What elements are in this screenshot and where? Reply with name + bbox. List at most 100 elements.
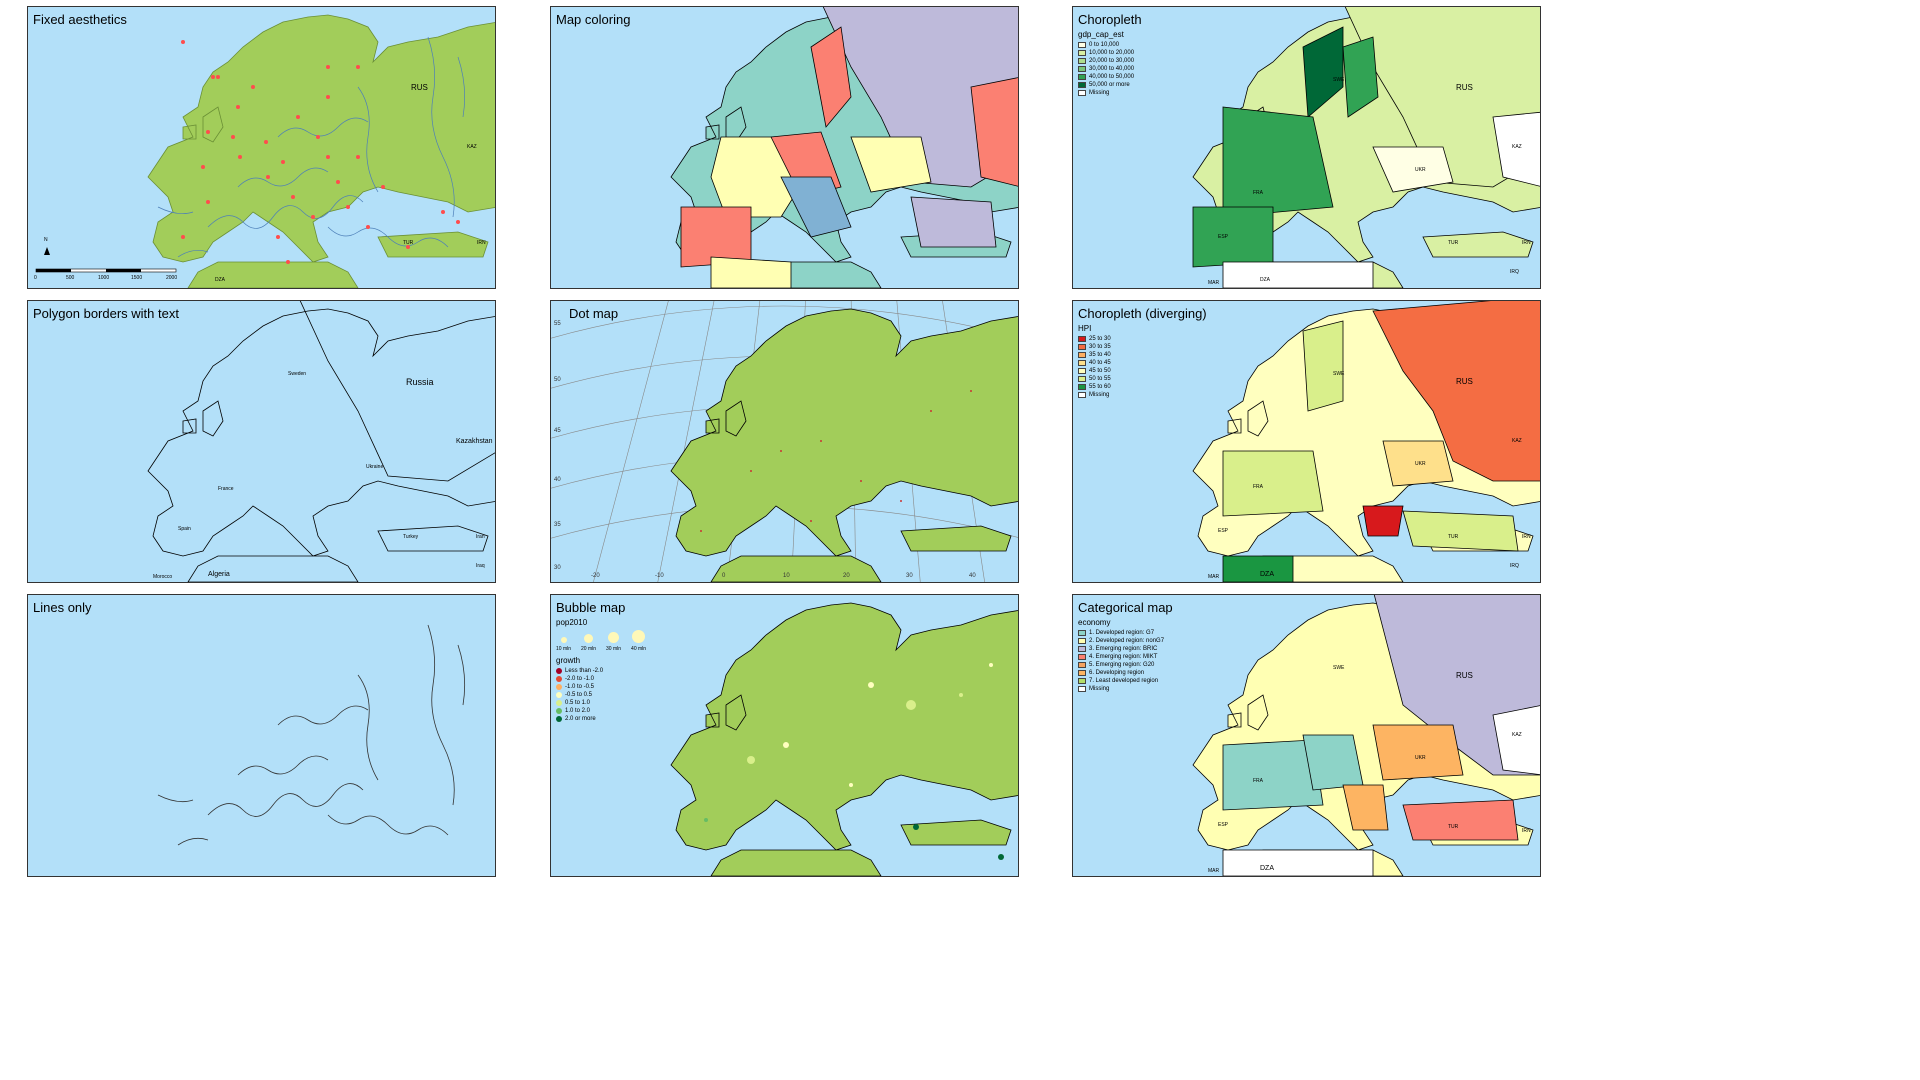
label-iraq: Iraq: [476, 563, 485, 569]
legend-bubble: pop2010 10 mln 20 mln 30 mln 40 mln grow…: [556, 619, 646, 723]
lon-tick-20: 20: [843, 573, 850, 579]
panel-title: Map coloring: [556, 12, 631, 27]
label-dza: DZA: [215, 277, 225, 283]
map-coloring: [670, 7, 1018, 288]
label-ukraine: Ukraine: [366, 464, 384, 470]
city-dots: [700, 390, 972, 532]
legend-sizes: 10 mln 20 mln 30 mln 40 mln: [556, 630, 646, 653]
legend-title: gdp_cap_est: [1078, 30, 1124, 39]
legend-item: 45 to 50: [1078, 367, 1111, 375]
label-algeria: Algeria: [208, 571, 230, 578]
panel-title: Dot map: [569, 306, 619, 321]
label-irn: IRN: [1522, 534, 1531, 540]
label-rus: RUS: [1456, 671, 1473, 680]
label-turkey: Turkey: [403, 534, 419, 540]
label-rus: RUS: [1456, 377, 1473, 386]
label-morocco: Morocco: [153, 574, 173, 580]
legend-item: 1.0 to 2.0: [556, 707, 646, 715]
label-tur: TUR: [403, 240, 414, 246]
north-arrow-label: N: [44, 237, 48, 243]
legend-item: 30,000 to 40,000: [1078, 65, 1134, 73]
panel-choropleth: Choropleth gdp_cap_est 0 to 10,000 10,00…: [1072, 6, 1541, 289]
map-bubbles: [670, 602, 1018, 876]
map-borders: [147, 301, 495, 582]
map-categorical: [1192, 595, 1540, 876]
legend-item: 7. Least developed region: [1078, 677, 1164, 685]
lat-tick-40: 40: [554, 477, 561, 483]
label-russia: Russia: [406, 377, 434, 387]
label-mar: MAR: [1208, 868, 1220, 874]
label-fra: FRA: [1253, 484, 1263, 490]
label-kaz: KAZ: [1512, 438, 1522, 444]
label-kaz: KAZ: [467, 144, 477, 150]
legend-item: 50 to 55: [1078, 375, 1111, 383]
legend-item: 2.0 or more: [556, 715, 646, 723]
label-esp: ESP: [1218, 528, 1229, 534]
label-mar: MAR: [1208, 574, 1220, 580]
bubbles: [704, 663, 1004, 860]
label-spain: Spain: [178, 526, 191, 532]
legend-item: 20,000 to 30,000: [1078, 57, 1134, 65]
lon-tick-40: 40: [969, 573, 976, 579]
legend-gdp: gdp_cap_est 0 to 10,000 10,000 to 20,000…: [1078, 31, 1134, 97]
lat-tick-55: 55: [554, 321, 561, 327]
panel-fixed-aesthetics: Fixed aesthetics RUS KAZ IRN TUR DZA N 0…: [27, 6, 496, 289]
label-fra: FRA: [1253, 778, 1263, 784]
legend-item: 0 to 10,000: [1078, 41, 1134, 49]
legend-item: 2. Developed region: nonG7: [1078, 637, 1164, 645]
panel-polygon-borders: Polygon borders with text Russia Kazakhs…: [27, 300, 496, 583]
panel-choropleth-diverging: Choropleth (diverging) HPI 25 to 30 30 t…: [1072, 300, 1541, 583]
label-dza: DZA: [1260, 865, 1274, 872]
legend-item: Less than -2.0: [556, 667, 646, 675]
legend-item: -1.0 to -0.5: [556, 683, 646, 691]
label-ukr: UKR: [1415, 167, 1426, 173]
legend-title: HPI: [1078, 324, 1092, 333]
scale-tick-500: 500: [66, 275, 75, 281]
lon-tick-m20: -20: [591, 573, 600, 579]
panel-title: Bubble map: [556, 600, 626, 615]
label-irn: IRN: [1522, 240, 1531, 246]
scale-tick-1500: 1500: [131, 275, 143, 281]
lon-tick-0: 0: [722, 573, 726, 579]
map-dots: [551, 301, 1018, 582]
panel-title: Choropleth (diverging): [1078, 306, 1207, 321]
label-fra: FRA: [1253, 190, 1263, 196]
panel-title: Lines only: [33, 600, 92, 615]
lon-tick-10: 10: [783, 573, 790, 579]
label-irq: IRQ: [1510, 269, 1519, 275]
legend-item: 0.5 to 1.0: [556, 699, 646, 707]
lat-tick-45: 45: [554, 428, 561, 434]
label-esp: ESP: [1218, 234, 1229, 240]
legend-item: Missing: [1078, 391, 1111, 399]
label-france: France: [218, 486, 234, 492]
map-choropleth: [1192, 7, 1540, 288]
label-irq: IRQ: [1510, 563, 1519, 569]
label-dza: DZA: [1260, 571, 1274, 578]
legend-title: economy: [1078, 618, 1111, 627]
legend-item: 6. Developing region: [1078, 669, 1164, 677]
map-lines: [157, 624, 466, 846]
legend-item: 30 to 35: [1078, 343, 1111, 351]
map-diverging: [1192, 301, 1540, 582]
panel-categorical-map: Categorical map economy 1. Developed reg…: [1072, 594, 1541, 877]
legend-economy: economy 1. Developed region: G7 2. Devel…: [1078, 619, 1164, 693]
legend-item: -0.5 to 0.5: [556, 691, 646, 699]
label-rus: RUS: [1456, 83, 1473, 92]
panel-title: Categorical map: [1078, 600, 1173, 615]
panel-title: Fixed aesthetics: [33, 12, 127, 27]
map-fixed-aesthetics: [147, 14, 495, 288]
legend-item: 3. Emerging region: BRIC: [1078, 645, 1164, 653]
legend-item: 5. Emerging region: G20: [1078, 661, 1164, 669]
panel-bubble-map: Bubble map pop2010 10 mln 20 mln 30 mln …: [550, 594, 1019, 877]
legend-item: 40,000 to 50,000: [1078, 73, 1134, 81]
label-tur: TUR: [1448, 240, 1459, 246]
label-kazakhstan: Kazakhstan: [456, 438, 493, 445]
lat-tick-35: 35: [554, 522, 561, 528]
label-sweden: Sweden: [288, 371, 307, 377]
legend-color-title: growth: [556, 656, 581, 665]
label-tur: TUR: [1448, 534, 1459, 540]
label-esp: ESP: [1218, 822, 1229, 828]
label-mar: MAR: [1208, 280, 1220, 286]
city-dots: [181, 40, 460, 264]
legend-item: -2.0 to -1.0: [556, 675, 646, 683]
